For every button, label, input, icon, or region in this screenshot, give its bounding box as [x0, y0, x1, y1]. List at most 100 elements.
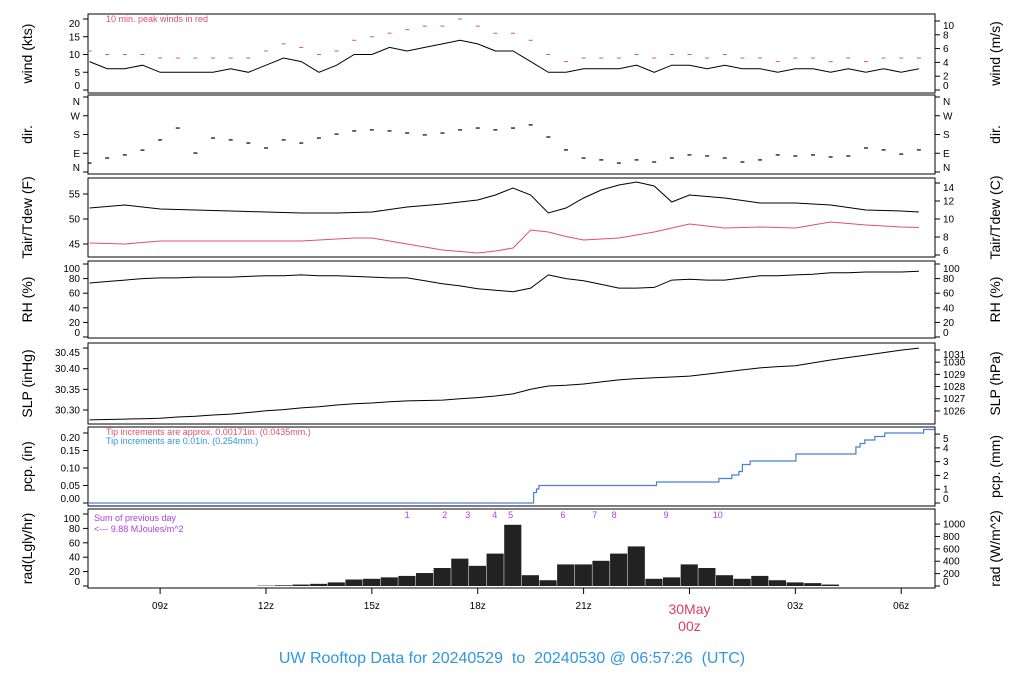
- x-date-hour-label: 00z: [678, 618, 701, 634]
- y-tick-label-right-rh: 40: [943, 303, 955, 314]
- y-tick-label-rad: 20: [69, 567, 81, 578]
- y-tick-label-dir: N: [73, 97, 80, 108]
- radiation-bar: [310, 583, 328, 586]
- panel-frame-wind: [87, 13, 936, 94]
- y-tick-label-rh: 40: [69, 303, 81, 314]
- y-tick-label-dir: W: [71, 111, 81, 122]
- y-tick-label-right-dir: N: [943, 163, 950, 174]
- y-axis-label-slp: SLP (inHg): [19, 349, 35, 417]
- radiation-bar: [274, 585, 292, 586]
- chart-title: UW Rooftop Data for 20240529 to 20240530…: [278, 650, 746, 667]
- y-tick-label-temp: 45: [69, 240, 81, 251]
- radiation-summary-line-1: Sum of previous day: [94, 513, 177, 523]
- radiation-bar: [733, 578, 751, 586]
- y-tick-label-right-rad: 400: [943, 557, 960, 568]
- x-tick-label: 15z: [364, 601, 380, 612]
- y-tick-label-right-temp: 8: [943, 233, 949, 244]
- y-tick-label-right-wind: 6: [943, 44, 949, 55]
- radiation-bar: [804, 583, 822, 586]
- y-tick-label-right-rh: 80: [943, 274, 955, 285]
- y-axis-label-pcp: pcp. (in): [19, 441, 35, 492]
- radiation-bar: [645, 578, 663, 586]
- y-tick-label-temp: 50: [69, 215, 81, 226]
- radiation-summary-line-2: <--- 9.88 MJoules/m^2: [94, 524, 184, 534]
- radiation-bar: [768, 580, 787, 586]
- precipitation-line: [87, 428, 935, 504]
- y-tick-label-right-pcp: 4: [943, 443, 949, 454]
- radiation-marker: 9: [663, 510, 668, 520]
- y-tick-label-right-temp: 6: [943, 246, 949, 257]
- y-tick-label-right-slp: 1030: [943, 358, 966, 369]
- y-tick-label-wind: 15: [69, 32, 81, 43]
- y-tick-label-right-rh: 60: [943, 289, 955, 300]
- radiation-bar: [433, 568, 451, 586]
- y-tick-label-dir: E: [73, 149, 80, 160]
- radiation-bar: [521, 575, 539, 586]
- y-axis-label-right-rh: RH (%): [987, 277, 1003, 323]
- y-axis-label-rad: rad(Lgly/hr): [19, 513, 35, 585]
- radiation-bar: [292, 584, 310, 586]
- y-tick-label-right-wind: 8: [943, 30, 949, 41]
- y-axis-label-right-slp: SLP (hPa): [987, 351, 1003, 415]
- radiation-bar: [345, 579, 363, 586]
- y-tick-label-right-dir: N: [943, 97, 950, 108]
- y-tick-label-right-pcp: 3: [943, 457, 949, 468]
- y-tick-label-right-wind: 4: [943, 58, 949, 69]
- x-tick-label: 18z: [470, 601, 486, 612]
- y-tick-label-wind: 5: [74, 68, 80, 79]
- y-axis-label-right-rad: rad (W/m^2): [987, 510, 1003, 587]
- pcp-note-2: Tip increments are 0.01in. (0.254mm.): [106, 436, 258, 446]
- y-tick-label-slp: 30.40: [55, 364, 80, 375]
- y-tick-label-rh: 100: [63, 264, 80, 275]
- y-axis-label-right-temp: Tair/Tdew (C): [987, 175, 1003, 259]
- radiation-bar: [539, 580, 557, 586]
- y-tick-label-right-pcp: 1: [943, 485, 949, 496]
- y-tick-label-right-pcp: 5: [943, 434, 949, 445]
- y-tick-label-wind: 20: [69, 19, 81, 30]
- y-tick-label-slp: 30.45: [55, 348, 80, 359]
- y-tick-label-right-rad: 0: [943, 577, 949, 588]
- radiation-bar: [451, 558, 469, 586]
- radiation-bar: [680, 564, 698, 586]
- y-tick-label-pcp: 0.15: [61, 446, 81, 457]
- y-tick-label-right-slp: 1029: [943, 370, 966, 381]
- panel-frame-dir: [87, 94, 936, 175]
- radiation-bar: [327, 582, 345, 586]
- x-date-label: 30May: [668, 601, 710, 617]
- y-tick-label-pcp: 0.05: [61, 481, 81, 492]
- y-tick-label-right-dir: W: [943, 111, 953, 122]
- radiation-bar: [557, 564, 575, 586]
- radiation-bar: [363, 578, 381, 586]
- y-tick-label-wind: 10: [69, 50, 81, 61]
- radiation-bar: [610, 553, 628, 586]
- x-tick-label: 06z: [893, 601, 909, 612]
- y-tick-label-dir: N: [73, 163, 80, 174]
- y-tick-label-rh: 60: [69, 289, 81, 300]
- y-tick-label-pcp: 0.20: [61, 433, 81, 444]
- panel-frame-slp: [87, 342, 936, 425]
- radiation-marker: 2: [442, 510, 447, 520]
- radiation-marker: 4: [492, 510, 497, 520]
- y-tick-label-rh: 0: [74, 328, 80, 339]
- y-tick-label-rad: 100: [63, 514, 80, 525]
- y-tick-label-right-slp: 1027: [943, 394, 966, 405]
- wind-speed-line: [89, 39, 919, 73]
- radiation-bar: [504, 524, 522, 586]
- radiation-bar: [786, 582, 804, 586]
- y-tick-label-pcp: 0.00: [61, 494, 81, 505]
- radiation-bar: [574, 564, 592, 586]
- dewpoint-line: [89, 221, 919, 254]
- y-tick-label-right-dir: E: [943, 149, 950, 160]
- y-tick-label-right-wind: 0: [943, 81, 949, 92]
- y-tick-label-slp: 30.35: [55, 385, 80, 396]
- y-tick-label-wind: 0: [74, 81, 80, 92]
- y-tick-label-right-slp: 1031: [943, 350, 966, 361]
- y-axis-label-right-wind: wind (m/s): [987, 21, 1003, 87]
- y-axis-label-dir: dir.: [19, 125, 35, 144]
- x-tick-label: 21z: [576, 601, 592, 612]
- y-axis-label-right-pcp: pcp. (mm): [987, 435, 1003, 498]
- y-tick-label-right-temp: 12: [943, 197, 955, 208]
- y-tick-label-right-temp: 10: [943, 215, 955, 226]
- y-tick-label-rad: 80: [69, 524, 81, 535]
